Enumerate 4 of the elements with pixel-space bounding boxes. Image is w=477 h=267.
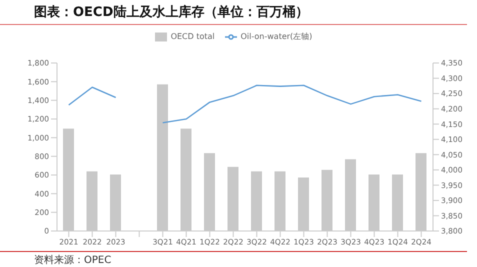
legend-label: OECD total [170, 32, 215, 42]
chart-title: 图表：OECD陆上及水上库存（单位：百万桶） [34, 4, 308, 21]
legend-label: Oil-on-water(左轴) [240, 32, 312, 42]
text: 资料来源：OPEC [34, 254, 112, 267]
